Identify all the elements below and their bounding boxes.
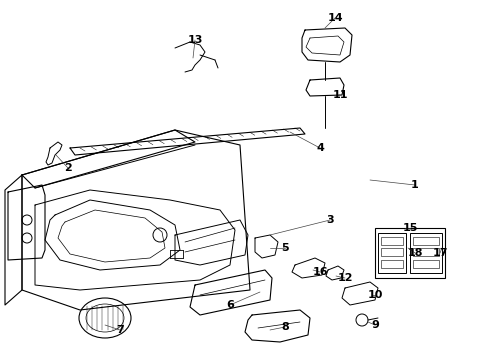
Text: 13: 13 — [187, 35, 203, 45]
Text: 10: 10 — [368, 290, 383, 300]
Bar — [410, 233, 442, 273]
Text: 15: 15 — [402, 223, 417, 233]
Text: 16: 16 — [312, 267, 328, 277]
Bar — [381, 260, 403, 268]
Text: 18: 18 — [407, 248, 423, 258]
Text: 8: 8 — [281, 322, 289, 332]
Text: 14: 14 — [327, 13, 343, 23]
Bar — [413, 248, 439, 256]
Text: 5: 5 — [281, 243, 289, 253]
Text: 11: 11 — [332, 90, 348, 100]
Text: 2: 2 — [64, 163, 72, 173]
Text: 7: 7 — [116, 325, 124, 335]
Text: 17: 17 — [432, 248, 448, 258]
Bar — [381, 248, 403, 256]
Bar — [378, 233, 406, 273]
Text: 6: 6 — [226, 300, 234, 310]
Text: 1: 1 — [411, 180, 419, 190]
Bar — [413, 237, 439, 245]
Bar — [375, 228, 445, 278]
Bar — [381, 237, 403, 245]
Text: 4: 4 — [316, 143, 324, 153]
Text: 12: 12 — [337, 273, 353, 283]
Bar — [413, 260, 439, 268]
Text: 9: 9 — [371, 320, 379, 330]
Text: 3: 3 — [326, 215, 334, 225]
